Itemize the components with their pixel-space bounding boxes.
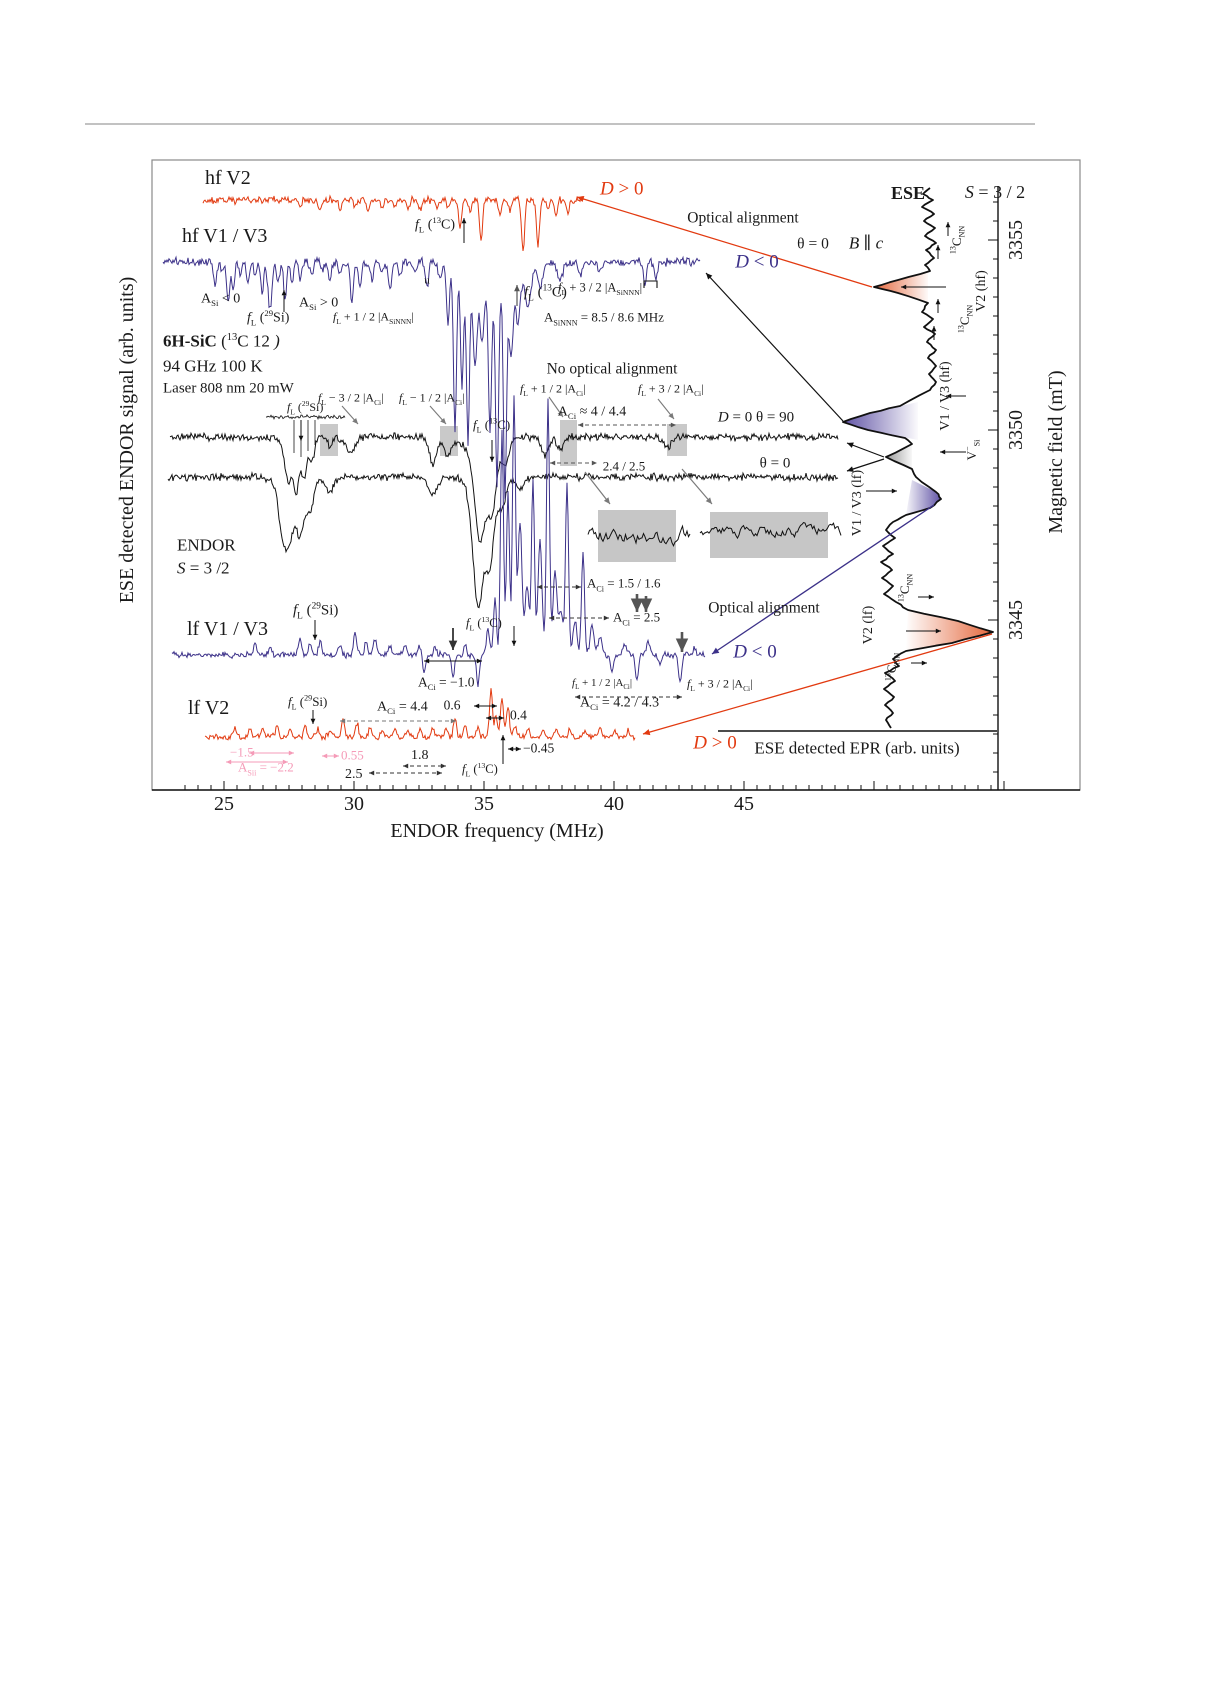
- inset-box-1: [598, 510, 676, 562]
- inset-trace-1: [587, 524, 691, 548]
- arrow-vsi-trace2: [846, 458, 885, 472]
- arrow-inset-1: [584, 471, 611, 505]
- epr-peak-v1-v3-lf-: [906, 480, 941, 515]
- arrow-inset-2: [681, 468, 713, 505]
- epr-peak-v-si: [886, 444, 912, 469]
- si29-comb-trace: [266, 414, 346, 421]
- trace-hf-v1-v3: [162, 255, 701, 500]
- arrow-vsi-trace1: [846, 442, 885, 458]
- arrow-d-negative-lf: [711, 504, 935, 655]
- arrow-d-negative-top: [705, 272, 844, 422]
- arrow-d-positive-lf: [642, 633, 993, 735]
- arrow-d-positive-top: [576, 196, 873, 288]
- inset-trace-2: [699, 522, 842, 540]
- highlight-box-1: [320, 424, 338, 456]
- epr-peak-v1-v3-hf-: [843, 402, 918, 440]
- epr-curve: [842, 187, 994, 729]
- bracket-asinnn: [643, 280, 658, 288]
- epr-peak-v2-lf-: [906, 610, 993, 651]
- trace-hf-v2: [202, 194, 584, 251]
- highlight-box-3: [560, 420, 577, 466]
- trace-lf-v1-v3: [171, 395, 706, 687]
- highlight-box-4: [667, 424, 687, 456]
- trace-lf-v2: [204, 688, 636, 742]
